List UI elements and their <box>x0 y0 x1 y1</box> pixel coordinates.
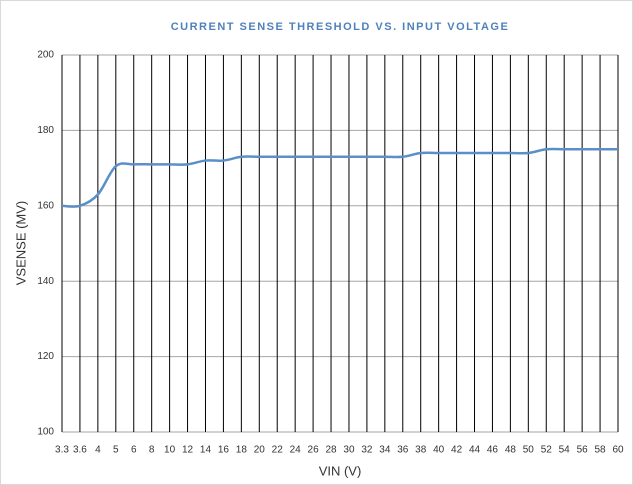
x-tick-label: 52 <box>541 445 553 456</box>
x-tick-label: 48 <box>505 445 517 456</box>
x-tick-label: 30 <box>343 445 355 456</box>
x-tick-label: 60 <box>612 445 624 456</box>
x-tick-label: 38 <box>415 445 427 456</box>
x-tick-label: 12 <box>182 445 194 456</box>
x-tick-label: 54 <box>559 445 571 456</box>
y-tick-label: 100 <box>37 427 54 438</box>
x-tick-label: 32 <box>361 445 373 456</box>
x-tick-label: 42 <box>451 445 463 456</box>
x-tick-label: 20 <box>254 445 266 456</box>
x-tick-label: 3.3 <box>55 445 69 456</box>
x-tick-label: 34 <box>379 445 391 456</box>
data-line <box>61 147 618 208</box>
x-tick-label: 36 <box>397 445 409 456</box>
x-tick-label: 3.6 <box>73 445 87 456</box>
x-tick-label: 44 <box>469 445 481 456</box>
x-tick-label: 14 <box>200 445 212 456</box>
x-tick-label: 4 <box>95 445 101 456</box>
x-tick-label: 5 <box>113 445 119 456</box>
x-tick-label: 24 <box>290 445 302 456</box>
y-tick-label: 200 <box>37 50 54 61</box>
x-tick-label: 8 <box>149 445 155 456</box>
y-tick-label: 140 <box>37 276 54 287</box>
y-tick-label: 160 <box>37 200 54 211</box>
x-tick-label: 40 <box>433 445 445 456</box>
x-axis-label: VIN (V) <box>319 463 362 478</box>
x-tick-label: 6 <box>131 445 137 456</box>
x-tick-label: 22 <box>272 445 284 456</box>
x-tick-label: 10 <box>164 445 176 456</box>
y-tick-label: 180 <box>37 125 54 136</box>
x-tick-label: 28 <box>325 445 337 456</box>
chart-title: CURRENT SENSE THRESHOLD VS. INPUT VOLTAG… <box>171 21 510 33</box>
x-tick-label: 26 <box>308 445 320 456</box>
y-tick-label: 120 <box>37 351 54 362</box>
x-tick-label: 58 <box>595 445 607 456</box>
x-tick-label: 50 <box>523 445 535 456</box>
x-tick-label: 16 <box>218 445 230 456</box>
x-tick-label: 46 <box>487 445 499 456</box>
y-axis-label: VSENSE (MV) <box>13 201 28 286</box>
x-tick-label: 56 <box>577 445 589 456</box>
x-tick-label: 18 <box>236 445 248 456</box>
